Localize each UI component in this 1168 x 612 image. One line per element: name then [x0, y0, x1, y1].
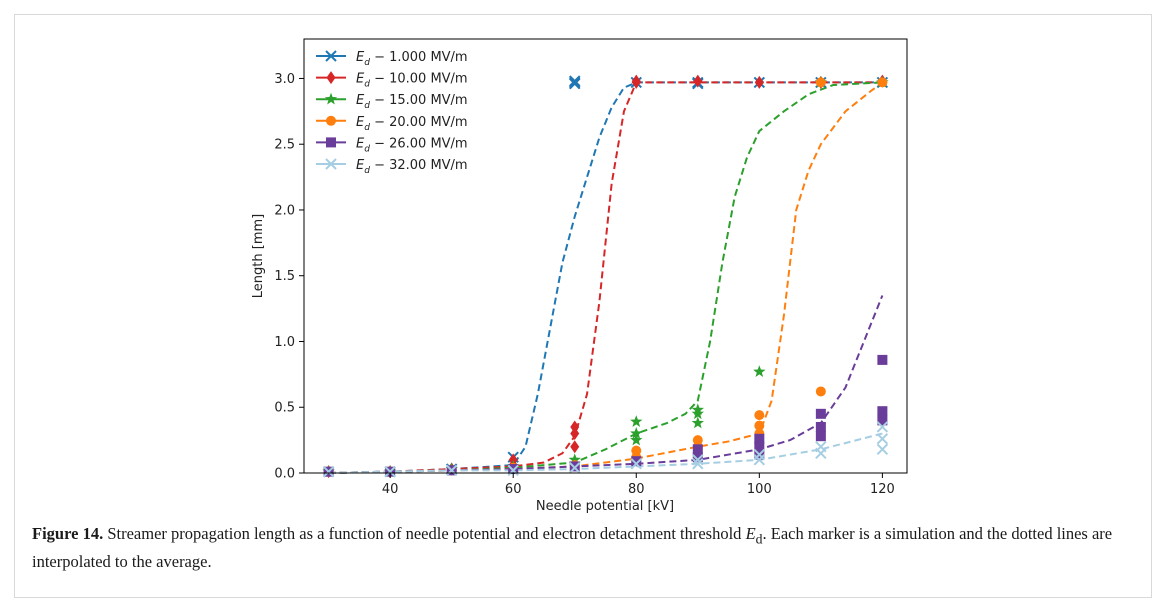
chart-area: 40 60 80 100 120 0.0 0.5 1.0 1.5 2.0 2.5 3.0 Needle… [251, 38, 908, 514]
series-6-point [692, 454, 704, 466]
series-4-point [815, 386, 826, 397]
caption-text-start: Streamer propagation length as a functio… [103, 524, 746, 543]
series-2-point [693, 74, 703, 88]
legend-label: Ed − 10.00 MV/m [356, 72, 468, 90]
legend-marker [325, 50, 337, 62]
series-5-point [692, 444, 703, 455]
series-2-point [570, 440, 580, 454]
y-tick-label: 0.5 [274, 401, 295, 416]
legend: Ed − 1.000 MV/m Ed − 10.00 MV/m Ed − 15.00… [316, 50, 468, 176]
series-6-point [876, 421, 889, 433]
legend-marker [326, 137, 336, 148]
series-5-point [754, 441, 765, 452]
series-5-point [631, 456, 642, 467]
figure-frame [14, 14, 1152, 598]
series-6-point [569, 462, 581, 474]
series-1-point [569, 75, 581, 87]
series-3-point [691, 416, 704, 429]
series-2-point [570, 420, 580, 434]
series-2-curve [328, 81, 883, 474]
series-6-point [630, 458, 642, 470]
y-tick-label: 3.0 [274, 72, 295, 87]
x-tick-label: 40 [382, 482, 399, 497]
series-3-point [630, 427, 643, 439]
y-tick-label: 2.5 [274, 138, 295, 153]
series-1-curve [328, 81, 883, 474]
figure-caption: Figure 14. Streamer propagation length a… [32, 522, 1132, 573]
series-6-point [322, 465, 335, 478]
legend-label: Ed − 26.00 MV/m [356, 136, 468, 154]
y-tick-label: 0.0 [274, 467, 295, 482]
series-6-point [876, 433, 889, 445]
series-6-point [692, 458, 704, 470]
series-4-point [877, 77, 888, 88]
series-5-point [877, 415, 888, 426]
caption-symbol: E [745, 524, 756, 543]
series-3-point [691, 407, 704, 420]
series-2-point [754, 75, 764, 89]
y-axis-label: Length [mm] [251, 214, 266, 298]
caption-subscript: d [755, 531, 763, 547]
series-3-point [630, 415, 643, 427]
caption-text-end: . Each marker is a simulation and the do… [32, 524, 1113, 572]
x-tick-label: 60 [505, 482, 522, 497]
series-4-point [815, 77, 826, 88]
series-6-point [876, 443, 889, 456]
legend-label: Ed − 1.000 MV/m [356, 50, 468, 68]
x-tick-label: 120 [870, 482, 895, 497]
series-6-point [384, 465, 396, 478]
legend-marker [326, 115, 336, 126]
axis-ticks: 40 60 80 100 120 0.0 0.5 1.0 1.5 2.0 2.5 3.0 [274, 72, 894, 497]
y-tick-label: 1.5 [274, 269, 295, 284]
series-5-point [877, 406, 888, 417]
x-tick-label: 100 [747, 482, 772, 497]
series-4-point [754, 410, 765, 421]
series-5-point [692, 452, 703, 463]
legend-label: Ed − 20.00 MV/m [356, 115, 468, 133]
series-6-point [815, 447, 827, 459]
series-3-point [753, 365, 766, 377]
x-tick-label: 80 [628, 482, 645, 497]
y-tick-label: 1.0 [274, 335, 295, 350]
legend-label: Ed − 15.00 MV/m [356, 93, 468, 111]
series-6-point [753, 454, 766, 466]
legend-marker [326, 71, 336, 85]
series-5-point [815, 408, 826, 419]
series-6-curve [328, 432, 883, 474]
series-5-point [815, 421, 826, 432]
legend-marker [325, 158, 337, 170]
axes-frame [303, 38, 908, 474]
series-2-point [631, 75, 641, 89]
series-6-point [507, 464, 519, 477]
series-3-curve [328, 81, 883, 474]
series-6-point [445, 464, 458, 477]
series-5-curve [328, 295, 884, 474]
y-tick-label: 2.0 [274, 203, 295, 218]
series-5-point [754, 433, 765, 444]
legend-label: Ed − 32.00 MV/m [356, 158, 468, 176]
legend-marker [324, 92, 338, 105]
series-3-point [630, 433, 643, 446]
caption-lead: Figure 14. [32, 524, 104, 543]
series-5-point [815, 431, 826, 442]
series-2-point [570, 427, 580, 441]
x-axis-label: Needle potential [kV] [536, 499, 674, 514]
data-markers [322, 74, 889, 479]
series-5-point [877, 354, 888, 365]
series-4-point [754, 420, 765, 431]
